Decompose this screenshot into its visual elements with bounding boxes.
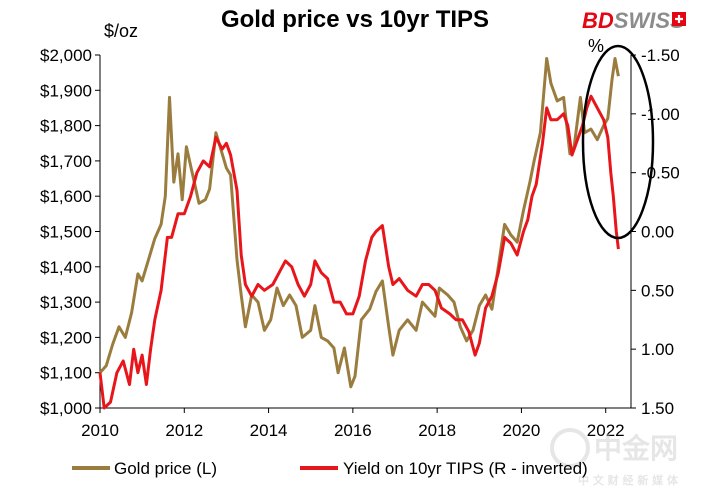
brand-logo: BDSWISS	[582, 8, 686, 33]
x-tick-label: 2016	[334, 421, 372, 440]
legend-label-gold: Gold price (L)	[114, 459, 217, 478]
right-axis-unit: %	[588, 36, 604, 56]
right-tick-labels: -1.50 -1.00 -0.50 0.00 0.50 1.00 1.50	[631, 46, 680, 418]
right-tick-label: 1.50	[641, 399, 674, 418]
legend-label-tips: Yield on 10yr TIPS (R - inverted)	[343, 459, 588, 478]
x-tick-label: 2020	[503, 421, 541, 440]
svg-text:BDSWISS: BDSWISS	[582, 8, 685, 33]
axes	[99, 55, 632, 409]
x-tick-label: 2018	[418, 421, 456, 440]
watermark: 中金网 中 文 财 经 新 媒 体	[550, 428, 679, 487]
x-tick-label: 2014	[250, 421, 288, 440]
left-tick-labels: $1,000 $1,100 $1,200 $1,300 $1,400 $1,500 $1,6…	[40, 46, 100, 418]
gold-price-line	[98, 57, 620, 389]
right-tick-label: -1.00	[641, 105, 680, 124]
left-tick-label: $1,000	[40, 399, 92, 418]
brand-name-red: BD	[582, 8, 614, 33]
left-tick-label: $2,000	[40, 46, 92, 65]
left-axis-unit: $/oz	[104, 21, 138, 41]
right-tick-label: -0.50	[641, 164, 680, 183]
left-tick-label: $1,500	[40, 223, 92, 242]
right-tick-label: 0.00	[641, 223, 674, 242]
left-tick-label: $1,200	[40, 328, 92, 347]
watermark-globe-icon	[550, 428, 590, 468]
x-tick-label: 2022	[587, 421, 625, 440]
left-tick-label: $1,700	[40, 152, 92, 171]
x-tick-label: 2010	[81, 421, 119, 440]
highlight-ellipse	[581, 44, 655, 240]
left-tick-label: $1,800	[40, 117, 92, 136]
x-tick-label: 2012	[165, 421, 203, 440]
tips-yield-line	[98, 94, 620, 410]
legend: Gold price (L) Yield on 10yr TIPS (R - i…	[72, 459, 588, 478]
series-lines	[98, 57, 620, 410]
watermark-big: 中金网	[594, 432, 678, 465]
x-tick-labels: 2010 2012 2014 2016 2018 2020 2022	[81, 408, 625, 440]
watermark-small: 中 文 财 经 新 媒 体	[578, 473, 679, 487]
left-tick-label: $1,600	[40, 187, 92, 206]
left-tick-label: $1,900	[40, 81, 92, 100]
left-tick-label: $1,400	[40, 258, 92, 277]
right-tick-label: 1.00	[641, 340, 674, 359]
left-tick-label: $1,100	[40, 364, 92, 383]
left-tick-label: $1,300	[40, 293, 92, 312]
chart-title: Gold price vs 10yr TIPS	[221, 6, 489, 33]
right-tick-label: -1.50	[641, 46, 680, 65]
right-tick-label: 0.50	[641, 281, 674, 300]
